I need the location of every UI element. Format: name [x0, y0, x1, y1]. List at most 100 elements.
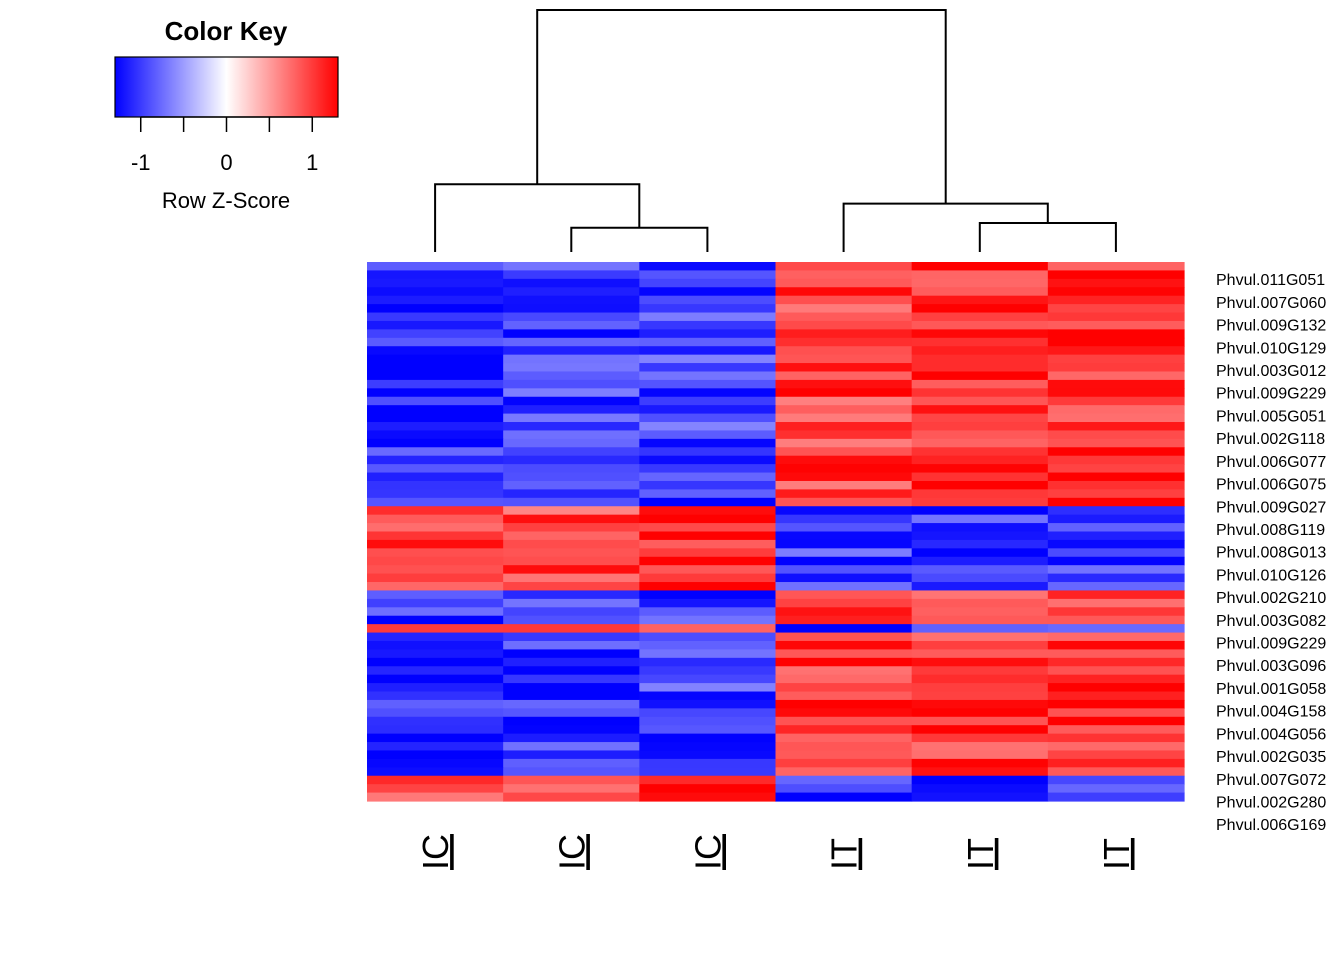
heatmap-cell	[639, 447, 777, 457]
column-dendrogram	[434, 9, 1117, 252]
heatmap-cell	[775, 683, 913, 693]
heatmap-cell	[367, 683, 504, 693]
heatmap-cell	[639, 270, 777, 280]
heatmap-cell	[1047, 354, 1185, 364]
heatmap-cell	[775, 539, 913, 549]
heatmap-cell	[503, 304, 640, 314]
heatmap-cell	[775, 640, 913, 650]
heatmap-cell	[1047, 767, 1185, 777]
heatmap-cell	[775, 455, 913, 465]
heatmap-cell	[503, 480, 640, 490]
heatmap-cell	[1047, 422, 1185, 432]
heatmap-cell	[503, 354, 640, 364]
column-label: IT	[960, 838, 1001, 870]
heatmap-cell	[639, 379, 777, 389]
heatmap-cell	[639, 396, 777, 406]
heatmap-cell	[911, 396, 1049, 406]
heatmap-cell	[1047, 523, 1185, 533]
color-key-xlabel: Row Z-Score	[162, 188, 290, 213]
heatmap-cell	[503, 640, 640, 650]
heatmap-cell	[367, 657, 504, 667]
heatmap-cell	[775, 320, 913, 330]
heatmap-cell	[775, 278, 913, 288]
row-label: Phvul.010G129	[1216, 340, 1326, 357]
row-label: Phvul.006G075	[1216, 477, 1326, 494]
row-label: Phvul.004G056	[1216, 726, 1326, 743]
heatmap-cell	[503, 388, 640, 398]
heatmap-cell	[775, 792, 913, 802]
heatmap-cell	[1047, 750, 1185, 760]
heatmap-cell	[503, 632, 640, 642]
heatmap-cell	[639, 775, 777, 785]
heatmap-cell	[1047, 497, 1185, 507]
heatmap-cell	[775, 624, 913, 634]
heatmap-cell	[639, 632, 777, 642]
heatmap-cell	[1047, 489, 1185, 499]
heatmap-cell	[1047, 287, 1185, 297]
heatmap-cell	[503, 523, 640, 533]
heatmap-cell	[639, 312, 777, 322]
heatmap-cell	[503, 573, 640, 583]
heatmap-cell	[367, 573, 504, 583]
heatmap-cell	[911, 758, 1049, 768]
heatmap-cell	[367, 295, 504, 305]
heatmap-cell	[367, 649, 504, 659]
heatmap-cell	[1047, 598, 1185, 608]
heatmap-cell	[1047, 363, 1185, 373]
heatmap-cell	[367, 304, 504, 314]
heatmap-cell	[367, 455, 504, 465]
heatmap-cell	[1047, 506, 1185, 516]
heatmap-cell	[367, 337, 504, 347]
row-label: Phvul.003G082	[1216, 613, 1326, 630]
heatmap-cell	[911, 506, 1049, 516]
heatmap-cell	[775, 523, 913, 533]
heatmap-cell	[775, 531, 913, 541]
heatmap-cell	[775, 337, 913, 347]
heatmap-cell	[775, 758, 913, 768]
heatmap-cell	[639, 464, 777, 474]
heatmap-cell	[911, 337, 1049, 347]
heatmap-cell	[503, 649, 640, 659]
heatmap-cell	[911, 514, 1049, 524]
heatmap-cell	[639, 320, 777, 330]
heatmap-cell	[639, 455, 777, 465]
heatmap-cell	[775, 582, 913, 592]
heatmap-cell	[367, 354, 504, 364]
row-label: Phvul.009G229	[1216, 636, 1326, 653]
heatmap-cell	[503, 750, 640, 760]
heatmap-cell	[639, 674, 777, 684]
heatmap-cell	[1047, 691, 1185, 701]
heatmap-cell	[911, 775, 1049, 785]
column-label: IT	[824, 838, 865, 870]
row-label: Phvul.006G169	[1216, 817, 1326, 834]
heatmap-cell	[1047, 716, 1185, 726]
heatmap-cell	[639, 657, 777, 667]
heatmap-cell	[503, 615, 640, 625]
heatmap-cell	[367, 691, 504, 701]
heatmap-cell	[775, 733, 913, 743]
heatmap-cell	[367, 287, 504, 297]
row-label: Phvul.011G051	[1216, 272, 1325, 289]
heatmap-cell	[503, 784, 640, 794]
heatmap-cell	[503, 624, 640, 634]
heatmap-cell	[367, 708, 504, 718]
heatmap-cell	[911, 691, 1049, 701]
row-label: Phvul.008G119	[1216, 522, 1325, 539]
heatmap-cell	[775, 598, 913, 608]
heatmap-cell	[367, 590, 504, 600]
heatmap-cell	[775, 430, 913, 440]
heatmap-cell	[775, 346, 913, 356]
heatmap-cell	[1047, 262, 1185, 272]
heatmap-cell	[911, 742, 1049, 752]
heatmap-cell	[911, 363, 1049, 373]
heatmap-cell	[639, 742, 777, 752]
heatmap-cell	[911, 489, 1049, 499]
row-label: Phvul.007G060	[1216, 295, 1326, 312]
heatmap-cell	[503, 742, 640, 752]
heatmap-cell	[367, 758, 504, 768]
heatmap-cell	[911, 548, 1049, 558]
heatmap-cell	[911, 683, 1049, 693]
heatmap-cell	[639, 489, 777, 499]
heatmap-cell	[911, 464, 1049, 474]
